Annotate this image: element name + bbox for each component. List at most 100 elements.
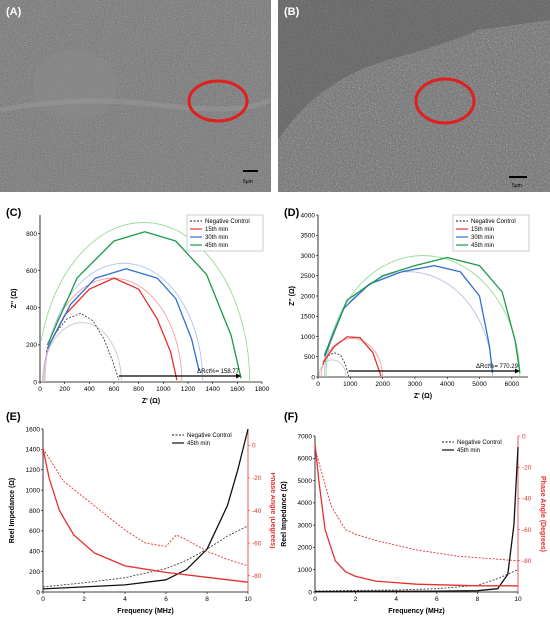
y-tick-label: 1000 [301,334,316,341]
fit-curve [40,221,251,383]
series-line-negative-control [314,569,519,592]
y-axis-label: Z'' (Ω) [11,289,18,309]
x-axis-label: Z' (Ω) [414,393,432,400]
y-tick-label: 4000 [298,500,313,507]
y-tick-label: 1600 [26,426,41,433]
delta-annotation: ΔRct%= 770.29 [476,364,519,370]
y2-tick-label: -80 [522,558,532,565]
y-tick-label: 400 [26,305,37,312]
y-tick-label: 500 [304,354,315,361]
sem-texture-a: 5µm [0,0,271,192]
y-tick-label: 7000 [298,433,313,440]
legend-label: Negative Control [187,433,232,439]
x-tick-label: 6 [435,596,439,603]
series-line-30th-min [323,264,494,373]
y2-tick-label: -60 [522,527,532,534]
series-line-30th-min [46,268,200,372]
panel-label-a: (A) [6,6,22,18]
legend-label: 30th min [471,235,494,241]
y-tick-label: 3500 [301,233,316,240]
y-tick-label: 1400 [26,447,41,454]
panel-label-d: (D) [284,207,300,219]
series-line-phase-2 [42,448,249,567]
fit-curve [44,262,204,383]
y2-axis-label: Phase Angle (Degrees) [269,473,275,549]
x-axis-label: Frequency (MHz) [117,608,173,615]
x-tick-label: 1400 [205,386,220,393]
x-tick-label: 1000 [343,381,358,388]
x-tick-label: 800 [133,386,144,393]
y-tick-label: 6000 [298,456,313,463]
series-line-phase-3 [314,443,518,587]
legend-label: Negative Control [471,219,516,225]
highlight-circle-a [187,79,249,123]
y-axis-label: Reel Impedance (Ω) [9,478,16,544]
y-tick-label: 2000 [298,545,313,552]
series-line-45th-min [46,231,242,379]
fit-curve [324,271,493,378]
x-tick-label: 6000 [505,381,520,388]
y-tick-label: 3000 [301,253,316,260]
chart-f-bode: 0 2 4 6 8 10 0 1000 2000 3000 4000 5000 6000 7000 0 -20… [281,433,546,615]
y-tick-label: 200 [26,342,37,349]
series-line-negative-control [45,312,120,381]
legend-label: 15th min [205,227,228,233]
panel-label-c: (C) [6,207,22,219]
fit-curve [325,255,521,378]
y-tick-label: 600 [26,268,37,275]
y2-tick-label: -40 [252,508,262,515]
x-tick-label: 0 [316,381,320,388]
x-tick-label: 1800 [255,386,270,393]
x-tick-label: 1200 [181,386,196,393]
x-tick-label: 4 [123,596,127,603]
sem-image-b: 5µm (B) [278,0,550,192]
x-axis-label: Z' (Ω) [142,398,160,405]
legend-label: 45th min [205,243,228,249]
legend-label: 45th min [457,448,480,454]
legend-label: Negative Control [457,440,502,446]
y-axis-label: Reel Impedance (Ω) [281,481,288,547]
chart-d-nyquist: 0 1000 2000 3000 4000 5000 6000 0 500 1000 1500 200… [289,212,530,400]
y2-tick-label: -20 [252,475,262,482]
x-tick-label: 5000 [472,381,487,388]
y-tick-label: 2000 [301,293,316,300]
legend-label: 45th min [471,243,494,249]
y-tick-label: 600 [29,528,40,535]
x-tick-label: 400 [84,386,95,393]
y-tick-label: 200 [29,569,40,576]
y-tick-label: 0 [311,374,315,381]
y-tick-label: 1500 [301,314,316,321]
y2-axis-label: Phase Angle (Degrees) [539,476,546,552]
x-tick-label: 6 [164,596,168,603]
legend-label: 45th min [187,441,210,447]
y-tick-label: 800 [29,508,40,515]
x-tick-label: 600 [109,386,120,393]
series-line-negative-control [42,525,249,588]
x-axis-label: Frequency (MHz) [388,608,444,615]
x-tick-label: 10 [514,596,522,603]
y2-tick-label: 0 [522,433,526,440]
x-tick-label: 2 [82,596,86,603]
legend-label: 15th min [471,227,494,233]
x-tick-label: 4000 [440,381,455,388]
series-line-45th-min [323,256,521,373]
x-tick-label: 8 [476,596,480,603]
delta-arrow-head [514,368,520,374]
x-tick-label: 0 [41,596,45,603]
series-line-phase-2 [314,448,519,562]
x-tick-label: 10 [244,596,252,603]
x-tick-label: 2000 [375,381,390,388]
sem-feature-a [33,50,117,120]
panel-label-f: (F) [284,411,299,423]
scale-label-a: 5µm [243,179,253,185]
y2-tick-label: -80 [252,573,262,580]
x-tick-label: 2 [354,596,358,603]
y-tick-label: 2500 [301,273,316,280]
legend-label: Negative Control [205,219,250,225]
x-tick-label: 1600 [230,386,245,393]
y-tick-label: 0 [36,589,40,596]
legend-label: 30th min [205,235,228,241]
x-tick-label: 0 [313,596,317,603]
x-tick-label: 3000 [408,381,423,388]
series-line-45th-min [314,447,519,593]
